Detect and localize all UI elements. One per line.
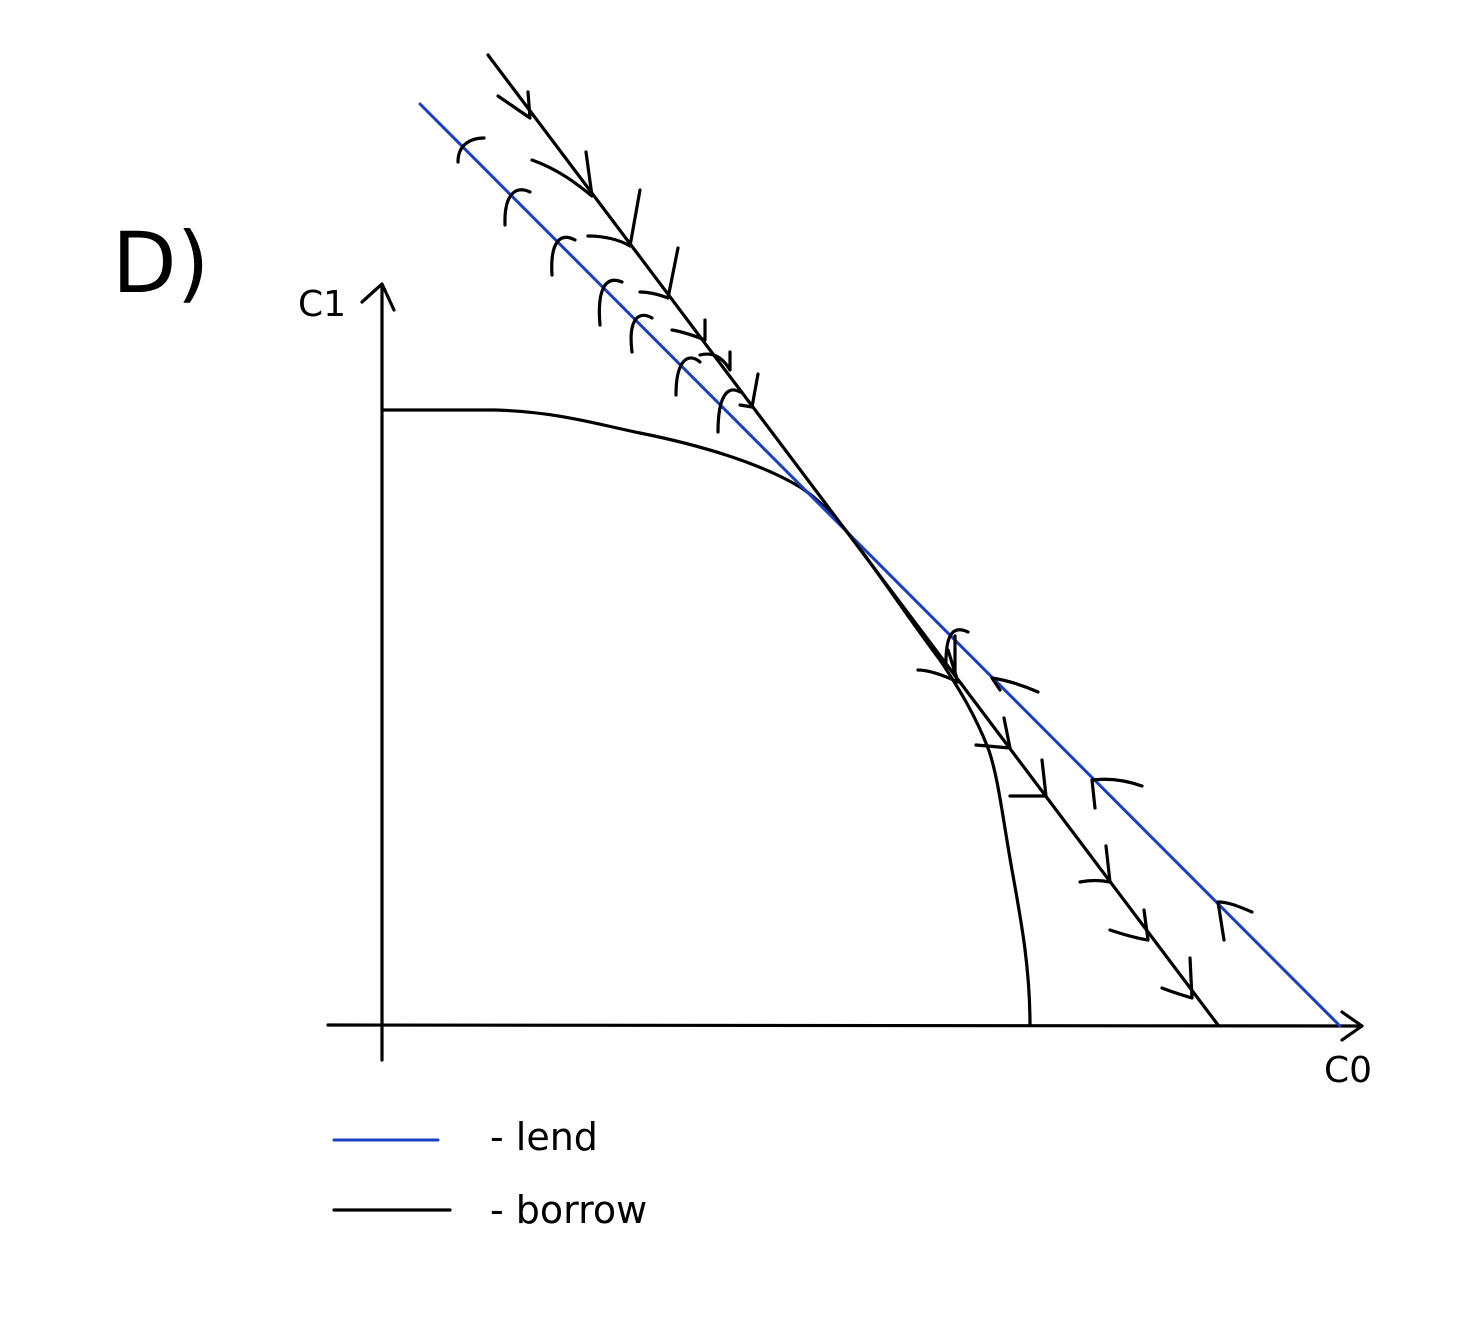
legend-lend-label: - lend [490, 1115, 598, 1159]
lend-line [418, 102, 1342, 1028]
x-axis-arrowhead [1340, 1010, 1364, 1042]
y-axis-arrowhead [360, 282, 396, 312]
panel-label: D) [112, 214, 209, 312]
y-axis-label: C1 [298, 284, 346, 325]
axes [326, 282, 1364, 1062]
legend: - lend - borrow [332, 1115, 647, 1232]
x-axis [326, 1023, 1364, 1028]
hatch-marks [456, 90, 1254, 1000]
x-axis-label: C0 [1324, 1050, 1372, 1091]
investment-opportunity-curve [382, 408, 1032, 1027]
borrow-line [486, 53, 1220, 1027]
legend-borrow-label: - borrow [490, 1188, 647, 1232]
